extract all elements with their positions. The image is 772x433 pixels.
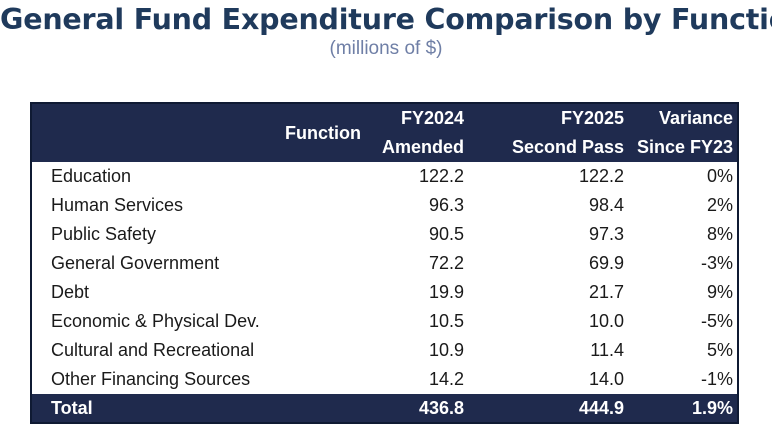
- cell-variance: -5%: [700, 311, 733, 331]
- header-function: Function: [32, 104, 365, 162]
- cell-fy2025: 98.4: [588, 195, 624, 215]
- expenditure-table: Function FY2024 FY2025 Variance Amended …: [32, 104, 737, 422]
- cell-function: Other Financing Sources: [51, 369, 251, 389]
- header-fy2024-line1: FY2024: [365, 104, 468, 133]
- cell-variance: 0%: [706, 166, 733, 186]
- cell-fy2025: 69.9: [588, 253, 624, 273]
- cell-fy2024: 122.2: [418, 166, 464, 186]
- cell-variance: 5%: [706, 340, 733, 360]
- cell-fy2024: 72.2: [428, 253, 464, 273]
- cell-variance: 2%: [706, 195, 733, 215]
- cell-fy2025: 21.7: [588, 282, 624, 302]
- total-label: Total: [32, 394, 365, 422]
- cell-fy2025: 14.0: [588, 369, 624, 389]
- total-row: Total 436.8 444.9 1.9%: [32, 394, 737, 422]
- table-row: Other Financing Sources 14.2 14.0 -1%: [32, 365, 737, 394]
- cell-function: Cultural and Recreational: [51, 340, 255, 360]
- cell-function: Economic & Physical Dev.: [51, 311, 260, 331]
- cell-function: Human Services: [51, 195, 184, 215]
- cell-function: Education: [51, 166, 132, 186]
- table-row: Cultural and Recreational 10.9 11.4 5%: [32, 336, 737, 365]
- table-footer: Total 436.8 444.9 1.9%: [32, 394, 737, 422]
- cell-fy2025: 122.2: [578, 166, 624, 186]
- cell-fy2024: 10.5: [428, 311, 464, 331]
- header-fy2025-line2: Second Pass: [468, 133, 628, 162]
- total-fy2024: 436.8: [365, 394, 468, 422]
- table-header: Function FY2024 FY2025 Variance Amended …: [32, 104, 737, 162]
- expenditure-table-container: Function FY2024 FY2025 Variance Amended …: [30, 102, 739, 424]
- table-row: Debt 19.9 21.7 9%: [32, 278, 737, 307]
- cell-fy2025: 10.0: [588, 311, 624, 331]
- header-fy2025-line1: FY2025: [468, 104, 628, 133]
- cell-fy2025: 11.4: [590, 340, 624, 360]
- cell-variance: -1%: [700, 369, 733, 389]
- table-row: Education 122.2 122.2 0%: [32, 162, 737, 191]
- page-title: General Fund Expenditure Comparison by F…: [0, 3, 772, 36]
- cell-fy2024: 14.2: [428, 369, 464, 389]
- table-row: Public Safety 90.5 97.3 8%: [32, 220, 737, 249]
- cell-variance: -3%: [700, 253, 733, 273]
- cell-variance: 8%: [706, 224, 733, 244]
- table-row: Economic & Physical Dev. 10.5 10.0 -5%: [32, 307, 737, 336]
- cell-function: Debt: [51, 282, 90, 302]
- cell-fy2024: 90.5: [428, 224, 464, 244]
- cell-function: Public Safety: [51, 224, 157, 244]
- cell-fy2024: 19.9: [428, 282, 464, 302]
- header-variance-line2: Since FY23: [628, 133, 737, 162]
- table-body: Education 122.2 122.2 0% Human Services …: [32, 162, 737, 394]
- cell-fy2025: 97.3: [588, 224, 624, 244]
- total-fy2025: 444.9: [468, 394, 628, 422]
- table-row: Human Services 96.3 98.4 2%: [32, 191, 737, 220]
- header-fy2024-line2: Amended: [365, 133, 468, 162]
- cell-fy2024: 10.9: [428, 340, 464, 360]
- page-subtitle: (millions of $): [329, 38, 443, 59]
- cell-function: General Government: [51, 253, 220, 273]
- cell-fy2024: 96.3: [428, 195, 464, 215]
- total-variance: 1.9%: [628, 394, 737, 422]
- cell-variance: 9%: [706, 282, 733, 302]
- header-variance-line1: Variance: [628, 104, 737, 133]
- table-row: General Government 72.2 69.9 -3%: [32, 249, 737, 278]
